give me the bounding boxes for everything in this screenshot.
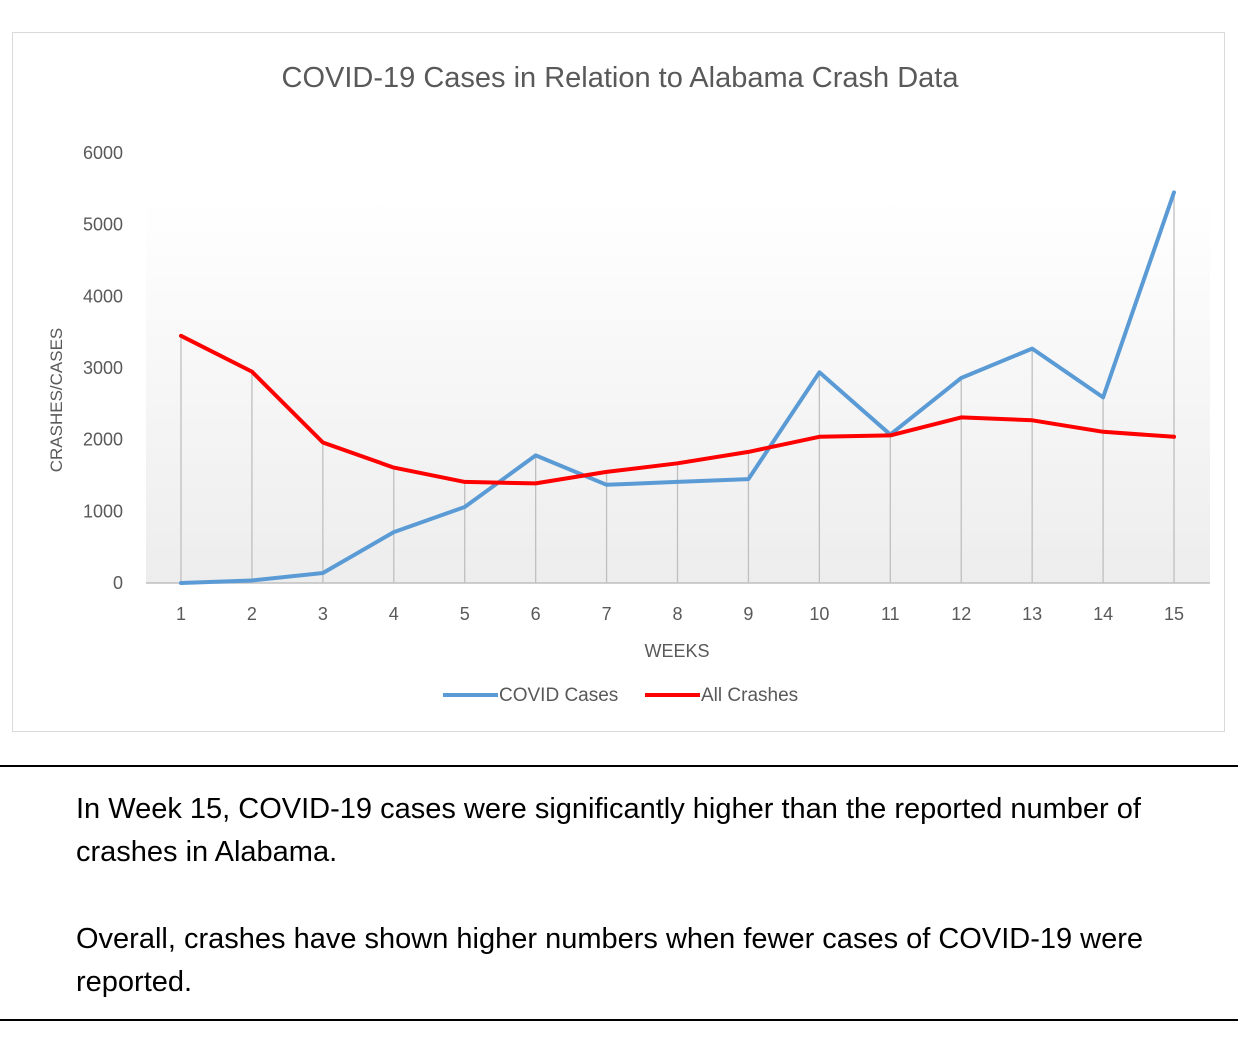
series-line-covid-cases [179, 190, 1176, 585]
y-tick-label: 5000 [83, 215, 123, 235]
note-paragraph-1: In Week 15, COVID-19 cases were signific… [76, 793, 1141, 868]
y-axis-ticks: 0 1000 2000 3000 4000 5000 6000 [83, 143, 123, 593]
x-tick-label: 4 [389, 604, 399, 624]
x-tick-label: 11 [881, 604, 900, 624]
bottom-divider [0, 1019, 1238, 1021]
legend: COVID Cases All Crashes [443, 685, 798, 706]
series-line-all-crashes [179, 333, 1176, 486]
x-tick-label: 2 [247, 604, 257, 624]
x-tick-label: 10 [809, 604, 829, 624]
note-paragraph-2: Overall, crashes have shown higher numbe… [76, 923, 1144, 998]
chart-title: COVID-19 Cases in Relation to Alabama Cr… [282, 62, 960, 94]
x-tick-label: 8 [673, 604, 683, 624]
y-tick-label: 1000 [83, 501, 123, 521]
x-tick-label: 15 [1164, 604, 1184, 624]
x-tick-label: 3 [318, 604, 328, 624]
x-tick-label: 9 [743, 604, 753, 624]
chart-frame: COVID-19 Cases in Relation to Alabama Cr… [12, 32, 1225, 732]
legend-label-all-crashes: All Crashes [701, 685, 798, 706]
x-axis-ticks: 1 2 3 4 5 6 7 8 9 10 11 12 13 14 15 [176, 604, 1184, 624]
legend-label-covid-cases: COVID Cases [499, 685, 618, 706]
x-tick-label: 1 [176, 604, 186, 624]
x-tick-label: 12 [951, 604, 971, 624]
y-tick-label: 4000 [83, 286, 123, 306]
y-tick-label: 2000 [83, 430, 123, 450]
x-tick-label: 5 [460, 604, 470, 624]
y-tick-label: 0 [113, 573, 123, 593]
x-tick-label: 14 [1093, 604, 1113, 624]
x-axis-label: WEEKS [644, 641, 709, 661]
series-lines [179, 190, 1176, 585]
y-tick-label: 3000 [83, 358, 123, 378]
line-chart: COVID-19 Cases in Relation to Alabama Cr… [47, 62, 1210, 706]
x-tick-label: 13 [1022, 604, 1042, 624]
x-tick-label: 7 [602, 604, 612, 624]
y-tick-label: 6000 [83, 143, 123, 163]
y-axis-label: CRASHES/CASES [47, 328, 66, 473]
top-divider [0, 765, 1238, 767]
x-tick-label: 6 [531, 604, 541, 624]
